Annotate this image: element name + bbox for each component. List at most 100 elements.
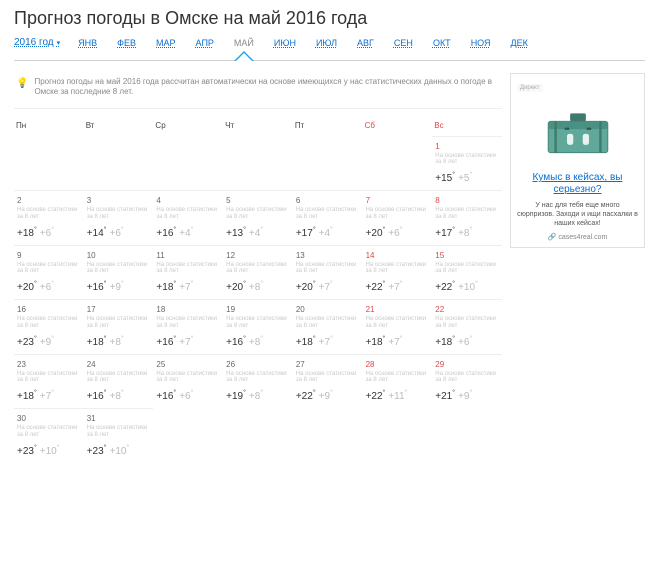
stat-note: На основе статистики за 8 лет: [17, 207, 81, 220]
temperatures: +20°+7°: [296, 281, 360, 293]
notice-text: Прогноз погоды на май 2016 года рассчита…: [34, 77, 500, 98]
calendar-cell[interactable]: 16На основе статистики за 8 лет+23°+9°: [14, 299, 84, 354]
calendar-cell-empty: [14, 136, 84, 191]
ad-block[interactable]: Директ Кумыс в кейсах, вы серьезно? У на…: [510, 73, 645, 248]
stat-note: На основе статистики за 8 лет: [435, 262, 499, 275]
calendar-cell-empty: [293, 136, 363, 191]
day-number: 1: [435, 142, 499, 151]
month-link[interactable]: НОЯ: [471, 38, 491, 60]
calendar-cell[interactable]: 6На основе статистики за 8 лет+17°+4°: [293, 190, 363, 245]
calendar-cell[interactable]: 28На основе статистики за 8 лет+22°+11°: [363, 354, 433, 409]
calendar-cell[interactable]: 3На основе статистики за 8 лет+14°+6°: [84, 190, 154, 245]
temperatures: +17°+4°: [296, 226, 360, 238]
year-selector-label: 2016 год: [14, 37, 54, 48]
calendar-cell[interactable]: 5На основе статистики за 8 лет+13°+4°: [223, 190, 293, 245]
calendar-cell[interactable]: 4На основе статистики за 8 лет+16°+4°: [153, 190, 223, 245]
calendar-cell[interactable]: 17На основе статистики за 8 лет+18°+8°: [84, 299, 154, 354]
day-number: 27: [296, 360, 360, 369]
ad-title[interactable]: Кумыс в кейсах, вы серьезно?: [517, 172, 638, 196]
month-link[interactable]: ДЕК: [511, 38, 528, 60]
ad-label: Директ: [517, 84, 543, 92]
day-number: 18: [156, 305, 220, 314]
day-number: 9: [17, 251, 81, 260]
stat-note: На основе статистики за 8 лет: [156, 316, 220, 329]
calendar-cell[interactable]: 9На основе статистики за 8 лет+20°+6°: [14, 245, 84, 300]
dow-label: Ср: [153, 115, 223, 136]
temperatures: +16°+8°: [87, 390, 151, 402]
dow-label: Сб: [363, 115, 433, 136]
month-link[interactable]: ОКТ: [433, 38, 451, 60]
dow-label: Вт: [84, 115, 154, 136]
temperatures: +22°+9°: [296, 390, 360, 402]
calendar-cell[interactable]: 10На основе статистики за 8 лет+16°+9°: [84, 245, 154, 300]
month-link[interactable]: АПР: [196, 38, 214, 60]
calendar-cell[interactable]: 20На основе статистики за 8 лет+18°+7°: [293, 299, 363, 354]
day-number: 21: [366, 305, 430, 314]
calendar-cell-empty: [223, 136, 293, 191]
month-link[interactable]: АВГ: [357, 38, 374, 60]
temperatures: +14°+6°: [87, 226, 151, 238]
calendar-cell[interactable]: 27 На основе статистики за 8 лет +22°+9°: [293, 354, 363, 409]
calendar-cell[interactable]: 13На основе статистики за 8 лет+20°+7°: [293, 245, 363, 300]
stat-note: На основе статистики за 8 лет: [366, 262, 430, 275]
calendar-cell[interactable]: 2 На основе статистики за 8 лет +18°+6°: [14, 190, 84, 245]
stat-note: На основе статистики за 8 лет: [296, 371, 360, 384]
calendar-cell[interactable]: 12На основе статистики за 8 лет+20°+8°: [223, 245, 293, 300]
calendar-cell[interactable]: 25На основе статистики за 8 лет+16°+6°: [153, 354, 223, 409]
calendar-cell-empty: [363, 136, 433, 191]
calendar-cell[interactable]: 30На основе статистики за 8 лет+23°+10°: [14, 408, 84, 463]
dow-label: Чт: [223, 115, 293, 136]
month-link[interactable]: МАЙ: [234, 38, 254, 60]
month-link[interactable]: ИЮН: [274, 38, 296, 60]
calendar-cell[interactable]: 18На основе статистики за 8 лет+16°+7°: [153, 299, 223, 354]
calendar-cell[interactable]: 14На основе статистики за 8 лет+22°+7°: [363, 245, 433, 300]
dow-label: Пн: [14, 115, 84, 136]
calendar-cell[interactable]: 19На основе статистики за 8 лет+16°+8°: [223, 299, 293, 354]
stat-note: На основе статистики за 8 лет: [17, 371, 81, 384]
day-number: 30: [17, 414, 81, 423]
calendar-cell[interactable]: 15На основе статистики за 8 лет+22°+10°: [432, 245, 502, 300]
calendar-cell[interactable]: 1На основе статистики за 8 лет+15°+5°: [432, 136, 502, 191]
temperatures: +23°+9°: [17, 336, 81, 348]
chevron-down-icon: ▾: [57, 39, 61, 47]
calendar-cell[interactable]: 7На основе статистики за 8 лет+20°+6°: [363, 190, 433, 245]
month-link[interactable]: МАР: [156, 38, 176, 60]
calendar-cell[interactable]: 11На основе статистики за 8 лет+18°+7°: [153, 245, 223, 300]
stat-note: На основе статистики за 8 лет: [156, 262, 220, 275]
calendar-cell[interactable]: 29На основе статистики за 8 лет+21°+9°: [432, 354, 502, 409]
page-title: Прогноз погоды в Омске на май 2016 года: [14, 8, 645, 29]
ad-image: [517, 96, 638, 166]
stat-note: На основе статистики за 8 лет: [17, 316, 81, 329]
month-link[interactable]: ФЕВ: [117, 38, 136, 60]
calendar-cell[interactable]: 23На основе статистики за 8 лет+18°+7°: [14, 354, 84, 409]
dow-label: Вс: [432, 115, 502, 136]
day-number: 2: [17, 196, 81, 205]
temperatures: +18°+6°: [17, 226, 81, 238]
temperatures: +21°+9°: [435, 390, 499, 402]
month-link[interactable]: СЕН: [394, 38, 413, 60]
year-selector[interactable]: 2016 год ▾: [14, 37, 60, 60]
month-link[interactable]: ИЮЛ: [316, 38, 337, 60]
day-number: 19: [226, 305, 290, 314]
calendar-cell[interactable]: 24На основе статистики за 8 лет+16°+8°: [84, 354, 154, 409]
day-number: 17: [87, 305, 151, 314]
calendar-cell-empty: [153, 136, 223, 191]
stat-note: На основе статистики за 8 лет: [87, 371, 151, 384]
calendar-cell[interactable]: 26На основе статистики за 8 лет+19°+8°: [223, 354, 293, 409]
temperatures: +18°+7°: [156, 281, 220, 293]
day-number: 8: [435, 196, 499, 205]
calendar-cell[interactable]: 21На основе статистики за 8 лет+18°+7°: [363, 299, 433, 354]
day-number: 22: [435, 305, 499, 314]
temperatures: +16°+9°: [87, 281, 151, 293]
calendar-cell[interactable]: 31На основе статистики за 8 лет+23°+10°: [84, 408, 154, 463]
stat-note: На основе статистики за 8 лет: [296, 262, 360, 275]
calendar-cell[interactable]: 8На основе статистики за 8 лет+17°+8°: [432, 190, 502, 245]
stat-note: На основе статистики за 8 лет: [226, 371, 290, 384]
day-number: 20: [296, 305, 360, 314]
temperatures: +18°+7°: [17, 390, 81, 402]
temperatures: +20°+6°: [17, 281, 81, 293]
notice-bar: 💡 Прогноз погоды на май 2016 года рассчи…: [14, 73, 502, 109]
month-link[interactable]: ЯНВ: [78, 38, 97, 60]
day-number: 25: [156, 360, 220, 369]
calendar-cell[interactable]: 22На основе статистики за 8 лет+18°+6°: [432, 299, 502, 354]
